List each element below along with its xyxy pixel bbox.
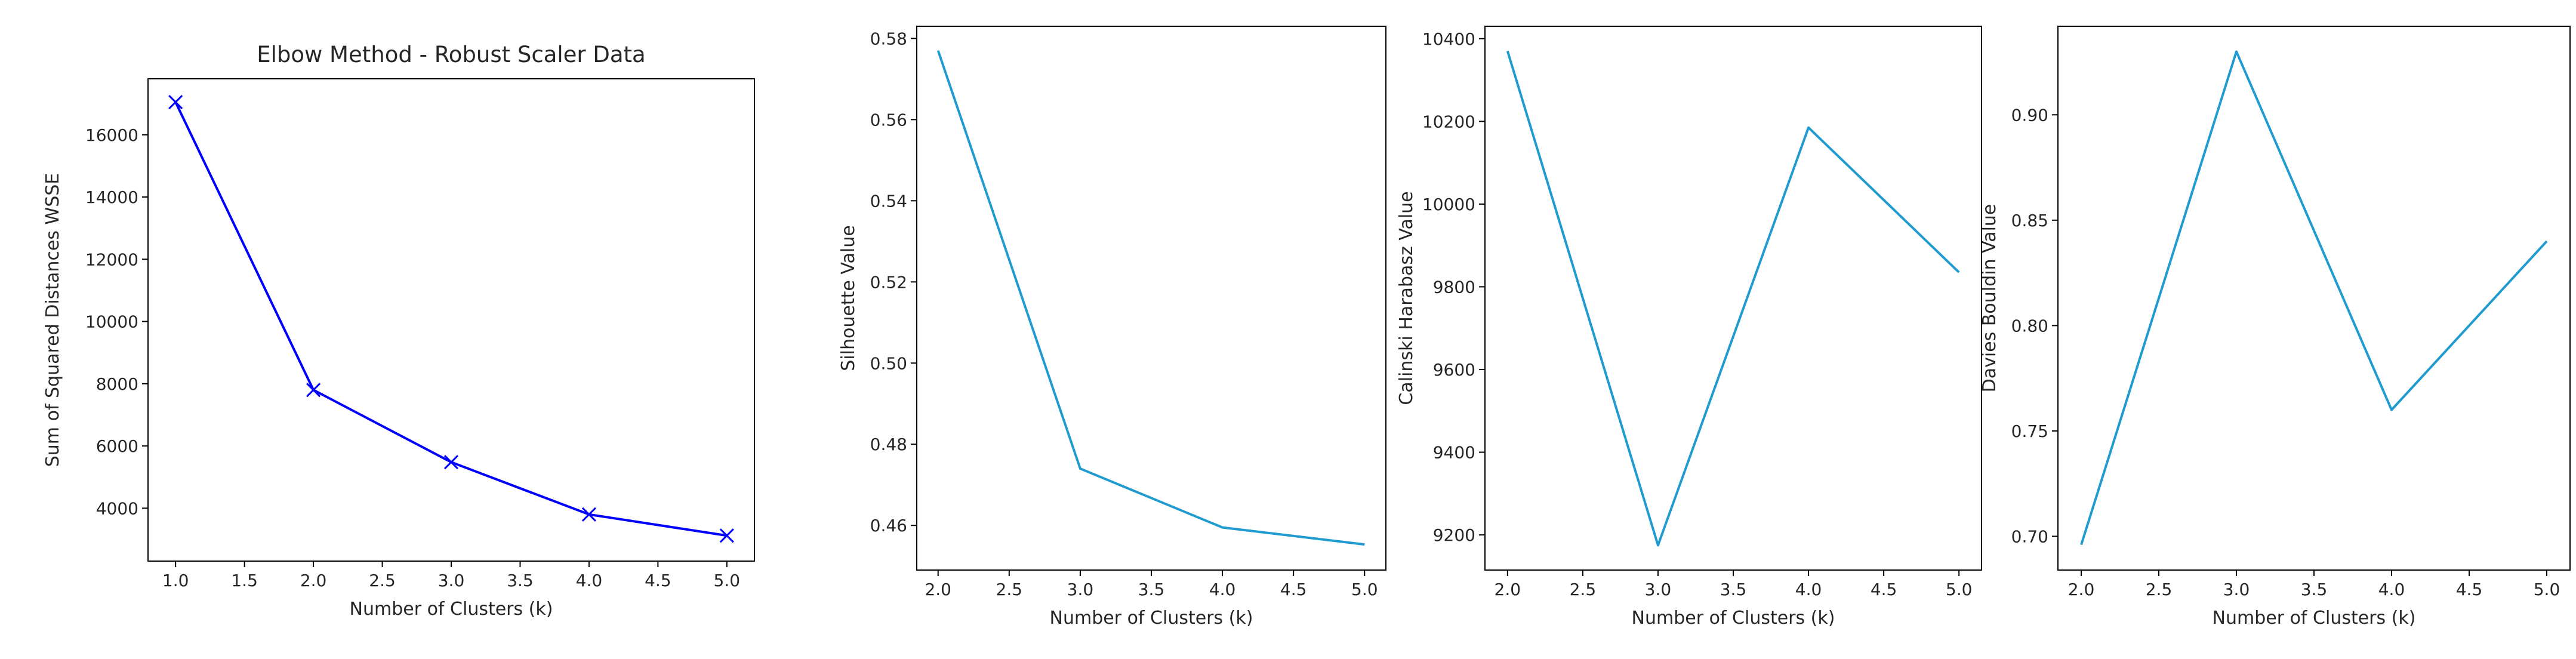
x-tick-label: 2.5 [996, 580, 1023, 599]
y-tick-label: 10000 [85, 312, 138, 332]
x-tick-label: 1.0 [162, 571, 189, 590]
x-tick-label: 1.5 [231, 571, 258, 590]
y-tick-label: 12000 [85, 250, 138, 269]
y-tick-label: 0.54 [870, 191, 907, 211]
x-tick-label: 3.5 [1138, 580, 1165, 599]
x-tick-label: 4.0 [2378, 580, 2405, 599]
y-axis-label: Calinski Harabasz Value [1396, 191, 1417, 405]
x-tick-label: 2.5 [1570, 580, 1597, 599]
y-tick-label: 14000 [85, 187, 138, 207]
axes-frame [1484, 26, 1982, 571]
y-tick-label: 9200 [1433, 525, 1475, 545]
y-tick-label: 4000 [96, 498, 138, 518]
calinski-harabasz-chart-panel: Number of Clusters (k) Calinski Harabasz… [1396, 26, 1982, 629]
x-tick-label: 4.0 [1795, 580, 1822, 599]
y-tick-label: 9400 [1433, 443, 1475, 463]
y-tick-label: 0.56 [870, 110, 907, 130]
x-tick-label: 4.5 [1280, 580, 1307, 599]
series-line [174, 101, 728, 537]
x-axis-label: Number of Clusters (k) [1632, 608, 1835, 629]
x-tick-label: 4.5 [2456, 580, 2483, 599]
x-axis-label: Number of Clusters (k) [2213, 608, 2416, 629]
x-tick-label: 2.0 [2068, 580, 2095, 599]
x-tick-label: 3.0 [1067, 580, 1094, 599]
x-tick-label: 2.5 [2146, 580, 2173, 599]
davies-bouldin-chart-panel: Number of Clusters (k) Davies Bouldin Va… [1979, 26, 2571, 629]
series-line [2080, 50, 2548, 546]
y-tick-label: 0.75 [2011, 421, 2048, 441]
x-tick-label: 4.0 [576, 571, 603, 590]
x-tick-label: 5.0 [1946, 580, 1973, 599]
chart-title: Elbow Method - Robust Scaler Data [257, 42, 645, 67]
y-tick-label: 0.85 [2011, 211, 2048, 230]
x-tick-label: 5.0 [714, 571, 741, 590]
y-tick-label: 0.58 [870, 29, 907, 48]
y-tick-label: 10400 [1422, 29, 1475, 49]
data-point-marker [581, 507, 596, 522]
data-point-marker [443, 455, 459, 470]
y-tick-label: 0.52 [870, 272, 907, 292]
axes-frame [147, 78, 755, 562]
data-point-marker [306, 383, 321, 398]
y-tick-label: 6000 [96, 436, 138, 456]
y-tick-label: 0.50 [870, 353, 907, 373]
x-tick-label: 2.0 [925, 580, 951, 599]
y-tick-label: 16000 [85, 125, 138, 145]
series-line [1506, 50, 1960, 547]
x-tick-label: 5.0 [2534, 580, 2560, 599]
y-axis-label: Sum of Squared Distances WSSE [42, 173, 63, 467]
y-tick-label: 9600 [1433, 360, 1475, 380]
elbow-chart-panel: Elbow Method - Robust Scaler Data Number… [42, 42, 755, 620]
data-point-marker [168, 95, 183, 110]
y-tick-label: 0.90 [2011, 105, 2048, 125]
x-tick-label: 2.0 [300, 571, 327, 590]
series-line [936, 50, 1365, 546]
x-tick-label: 4.0 [1209, 580, 1236, 599]
x-tick-label: 3.0 [1645, 580, 1672, 599]
y-axis-label: Davies Bouldin Value [1979, 204, 2000, 393]
y-tick-label: 0.70 [2011, 527, 2048, 547]
y-tick-label: 9800 [1433, 277, 1475, 297]
x-tick-label: 5.0 [1351, 580, 1378, 599]
x-tick-label: 2.5 [369, 571, 396, 590]
x-axis-label: Number of Clusters (k) [350, 599, 553, 620]
y-tick-label: 10200 [1422, 112, 1475, 131]
x-tick-label: 3.0 [2223, 580, 2250, 599]
y-tick-label: 8000 [96, 374, 138, 394]
y-tick-label: 10000 [1422, 195, 1475, 214]
x-tick-label: 3.0 [438, 571, 465, 590]
y-tick-label: 0.80 [2011, 316, 2048, 335]
y-tick-label: 0.46 [870, 516, 907, 535]
x-tick-label: 4.5 [1871, 580, 1897, 599]
x-tick-label: 3.5 [1720, 580, 1747, 599]
x-tick-label: 3.5 [507, 571, 534, 590]
x-axis-label: Number of Clusters (k) [1050, 608, 1253, 629]
x-tick-label: 3.5 [2301, 580, 2328, 599]
x-tick-label: 2.0 [1495, 580, 1521, 599]
x-tick-label: 4.5 [645, 571, 671, 590]
data-point-marker [719, 528, 734, 543]
y-axis-label: Silhouette Value [838, 225, 859, 371]
axes-frame [916, 26, 1386, 571]
silhouette-chart-panel: Number of Clusters (k) Silhouette Value … [838, 26, 1386, 629]
y-tick-label: 0.48 [870, 435, 907, 454]
